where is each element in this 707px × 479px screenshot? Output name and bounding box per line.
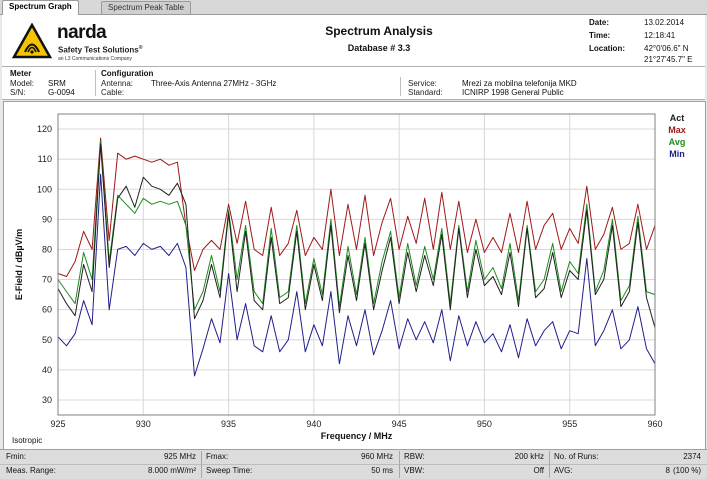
antenna-label: Antenna:	[101, 79, 134, 88]
model-value: SRM	[48, 79, 66, 88]
series-line-avg	[57, 140, 656, 311]
series-line-max	[57, 137, 656, 277]
narda-logo: narda Safety Test Solutions® an L3 Commu…	[12, 21, 182, 63]
brand-subtitle: Safety Test Solutions®	[58, 45, 143, 55]
service-value: Mrezi za mobilna telefonija MKD	[462, 79, 577, 88]
y-tick-label: 90	[42, 214, 52, 224]
y-tick-label: 30	[42, 395, 52, 405]
vbw-label: VBW:	[404, 466, 425, 475]
footer-divider	[549, 451, 550, 478]
sn-label: S/N:	[10, 88, 26, 97]
x-tick-label: 955	[562, 419, 577, 429]
y-tick-label: 60	[42, 305, 52, 315]
cable-label: Cable:	[101, 88, 125, 97]
sweep-time-label: Sweep Time:	[206, 466, 253, 475]
y-tick-label: 120	[37, 124, 52, 134]
series-line-min	[57, 173, 656, 377]
fmax-label: Fmax:	[206, 452, 229, 461]
meas-range-label: Meas. Range:	[6, 466, 56, 475]
legend-entry-avg[interactable]: Avg	[669, 137, 686, 147]
legend-entry-act[interactable]: Act	[670, 113, 685, 123]
brand-company: an L3 Communications Company	[58, 56, 132, 62]
narda-warning-triangle-icon	[12, 23, 52, 59]
rbw-value: 200 kHz	[514, 452, 544, 461]
avg-value: 8	[665, 466, 670, 475]
tab-bar: Spectrum Graph Spectrum Peak Table	[0, 0, 707, 15]
service-label: Service:	[408, 79, 437, 88]
runs-value: 2374	[683, 452, 701, 461]
footer-row-divider	[0, 464, 707, 465]
location-label: Location:	[589, 44, 625, 53]
avg-percent: (100 %)	[673, 466, 702, 475]
antenna-value: Three-Axis Antenna 27MHz - 3GHz	[151, 79, 277, 88]
sn-value: G-0094	[48, 88, 75, 97]
location-latitude: 42°0'06.6" N	[644, 44, 689, 53]
spectrum-graph-panel: 925 930 935 940 945 950 955 960 30 40 50 60 70 80 90 1…	[3, 101, 706, 450]
x-tick-label: 940	[306, 419, 321, 429]
time-label: Time:	[589, 31, 611, 40]
footer-divider	[201, 451, 202, 478]
x-axis-label: Frequency / MHz	[321, 431, 393, 441]
meter-configuration-panel: Meter Model: SRM S/N: G-0094 Configurati…	[2, 67, 705, 100]
fmin-label: Fmin:	[6, 452, 26, 461]
y-tick-label: 80	[42, 244, 52, 254]
report-header: narda Safety Test Solutions® an L3 Commu…	[2, 15, 705, 67]
legend-entry-max[interactable]: Max	[668, 125, 686, 135]
sweep-time-value: 50 ms	[371, 466, 393, 475]
x-tick-label: 950	[477, 419, 492, 429]
info-divider	[95, 70, 96, 96]
fmin-value: 925 MHz	[163, 452, 196, 461]
location-longitude: 21°27'45.7" E	[644, 55, 693, 64]
tab-spectrum-graph[interactable]: Spectrum Graph	[2, 0, 79, 15]
plot-area-border	[57, 113, 656, 416]
x-tick-label: 945	[392, 419, 407, 429]
info-divider	[400, 77, 401, 96]
fmax-value: 960 MHz	[360, 452, 393, 461]
y-tick-label: 50	[42, 335, 52, 345]
y-axis-label: E-Field / dBµV/m	[14, 229, 24, 300]
model-label: Model:	[10, 79, 35, 88]
date-value: 13.02.2014	[644, 18, 685, 27]
vbw-value: Off	[533, 466, 544, 475]
meter-heading: Meter	[10, 69, 32, 78]
x-tick-label: 930	[136, 419, 151, 429]
y-tick-label: 110	[38, 154, 52, 164]
brand-name: narda	[57, 22, 107, 43]
y-tick-label: 100	[37, 184, 52, 194]
measurement-footer: Fmin: 925 MHz Meas. Range: 8.000 mW/m² F…	[0, 449, 707, 479]
avg-label: AVG:	[554, 466, 573, 475]
series-line-act	[57, 143, 656, 328]
footer-divider	[399, 451, 400, 478]
legend-entry-min[interactable]: Min	[669, 149, 685, 159]
y-tick-label: 70	[42, 275, 52, 285]
standard-label: Standard:	[408, 88, 443, 97]
tab-spectrum-peak-table[interactable]: Spectrum Peak Table	[101, 1, 191, 14]
y-tick-label: 40	[42, 365, 52, 375]
x-tick-label: 960	[647, 419, 662, 429]
x-tick-label: 925	[50, 419, 65, 429]
runs-label: No. of Runs:	[554, 452, 599, 461]
rbw-label: RBW:	[404, 452, 425, 461]
database-number: Database # 3.3	[347, 43, 411, 53]
page-title: Spectrum Analysis	[325, 24, 433, 38]
x-tick-label: 935	[221, 419, 236, 429]
isotropic-label: Isotropic	[12, 436, 43, 445]
date-label: Date:	[589, 18, 610, 27]
configuration-heading: Configuration	[101, 69, 154, 78]
meas-range-value: 8.000 mW/m²	[147, 466, 196, 475]
time-value: 12:18:41	[644, 31, 676, 40]
spectrum-chart: 925 930 935 940 945 950 955 960 30 40 50 60 70 80 90 1…	[14, 113, 686, 441]
standard-value: ICNIRP 1998 General Public	[462, 88, 564, 97]
